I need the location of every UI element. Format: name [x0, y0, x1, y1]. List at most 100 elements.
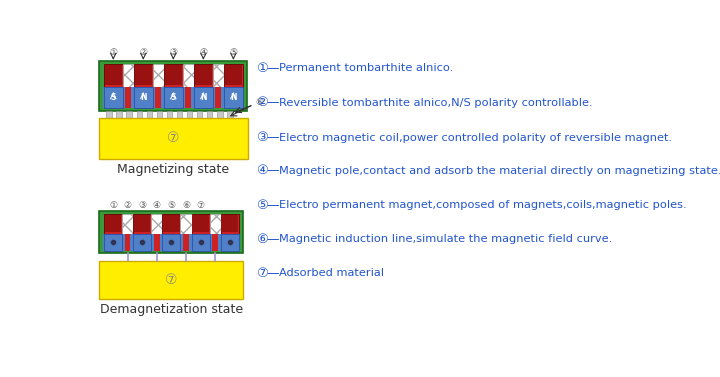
Bar: [225, 65, 242, 85]
Bar: [222, 215, 238, 232]
Bar: [156, 87, 161, 108]
Bar: [192, 214, 210, 234]
Bar: [125, 87, 131, 108]
Text: N: N: [140, 93, 147, 102]
Bar: [167, 111, 172, 118]
Bar: [181, 214, 192, 234]
Bar: [183, 234, 189, 251]
Text: ③: ③: [169, 48, 177, 57]
Text: —: —: [266, 233, 279, 246]
Bar: [133, 234, 151, 251]
Text: Magnetic induction line,simulate the magnetic field curve.: Magnetic induction line,simulate the mag…: [279, 234, 612, 244]
Bar: [164, 64, 183, 87]
Text: ①: ①: [256, 62, 268, 75]
Text: —: —: [266, 164, 279, 177]
Text: Permanent tombarthite alnico.: Permanent tombarthite alnico.: [279, 63, 454, 74]
Bar: [162, 234, 181, 251]
Bar: [195, 65, 212, 85]
Bar: [104, 214, 122, 234]
Text: ②: ②: [124, 201, 132, 210]
Bar: [186, 87, 192, 108]
Bar: [183, 64, 194, 87]
Bar: [197, 111, 202, 118]
Text: —: —: [266, 97, 279, 109]
Bar: [107, 111, 112, 118]
Text: N: N: [200, 93, 207, 102]
Bar: [134, 87, 153, 108]
Text: ③: ③: [256, 131, 268, 144]
Text: —: —: [266, 62, 279, 75]
Bar: [104, 65, 122, 85]
Bar: [104, 215, 121, 232]
Text: ⑤: ⑤: [256, 199, 268, 212]
Text: Magnetic pole,contact and adsorb the material directly on magnetizing state.: Magnetic pole,contact and adsorb the mat…: [279, 166, 720, 176]
Bar: [157, 111, 162, 118]
Bar: [104, 87, 122, 108]
Text: ⑥: ⑥: [182, 201, 190, 210]
Bar: [103, 234, 240, 251]
Text: ⑤: ⑤: [229, 48, 238, 57]
Text: ⑦: ⑦: [165, 273, 178, 287]
Bar: [134, 64, 153, 87]
Text: S: S: [111, 93, 116, 102]
Bar: [221, 234, 239, 251]
Bar: [99, 118, 248, 159]
Bar: [210, 214, 221, 234]
Text: ③: ③: [138, 201, 146, 210]
Bar: [122, 64, 134, 87]
Text: ⑦: ⑦: [256, 267, 268, 280]
Text: Magnetizing state: Magnetizing state: [117, 163, 230, 176]
Bar: [99, 61, 248, 111]
Bar: [99, 261, 243, 299]
Bar: [153, 64, 164, 87]
Bar: [164, 87, 183, 108]
Bar: [103, 87, 243, 108]
Text: Adsorbed material: Adsorbed material: [279, 268, 384, 278]
Bar: [104, 64, 122, 87]
Bar: [137, 111, 142, 118]
Bar: [224, 87, 243, 108]
Bar: [212, 234, 218, 251]
Text: —: —: [266, 199, 279, 212]
Bar: [134, 215, 150, 232]
Bar: [192, 215, 209, 232]
Text: ①: ①: [109, 48, 117, 57]
Text: ④: ④: [199, 48, 207, 57]
Bar: [162, 214, 181, 234]
Bar: [224, 64, 243, 87]
Bar: [151, 214, 162, 234]
Text: ⑦: ⑦: [197, 201, 204, 210]
Text: S: S: [171, 93, 176, 102]
Text: Electro magnetic coil,power controlled polarity of reversible magnet.: Electro magnetic coil,power controlled p…: [279, 133, 672, 143]
Bar: [177, 111, 182, 118]
Text: ②: ②: [139, 48, 148, 57]
Bar: [187, 111, 192, 118]
Bar: [147, 111, 152, 118]
Bar: [194, 87, 212, 108]
Bar: [104, 234, 122, 251]
Bar: [163, 215, 180, 232]
Bar: [122, 214, 133, 234]
Bar: [165, 65, 182, 85]
Text: ⑦: ⑦: [167, 132, 179, 146]
Bar: [117, 111, 122, 118]
Bar: [212, 64, 224, 87]
Bar: [215, 87, 221, 108]
Text: ④: ④: [256, 164, 268, 177]
Text: ②: ②: [256, 97, 268, 109]
Bar: [154, 234, 160, 251]
Bar: [221, 214, 239, 234]
Text: ⑤: ⑤: [167, 201, 176, 210]
Text: ①: ①: [109, 201, 117, 210]
Bar: [125, 234, 130, 251]
Text: ④: ④: [153, 201, 161, 210]
Bar: [192, 234, 210, 251]
Bar: [207, 111, 212, 118]
Bar: [133, 214, 151, 234]
Bar: [99, 211, 243, 253]
Bar: [135, 65, 152, 85]
Text: —: —: [266, 267, 279, 280]
Text: Electro permanent magnet,composed of magnets,coils,magnetic poles.: Electro permanent magnet,composed of mag…: [279, 201, 687, 210]
Text: N: N: [230, 93, 237, 102]
Bar: [194, 64, 212, 87]
